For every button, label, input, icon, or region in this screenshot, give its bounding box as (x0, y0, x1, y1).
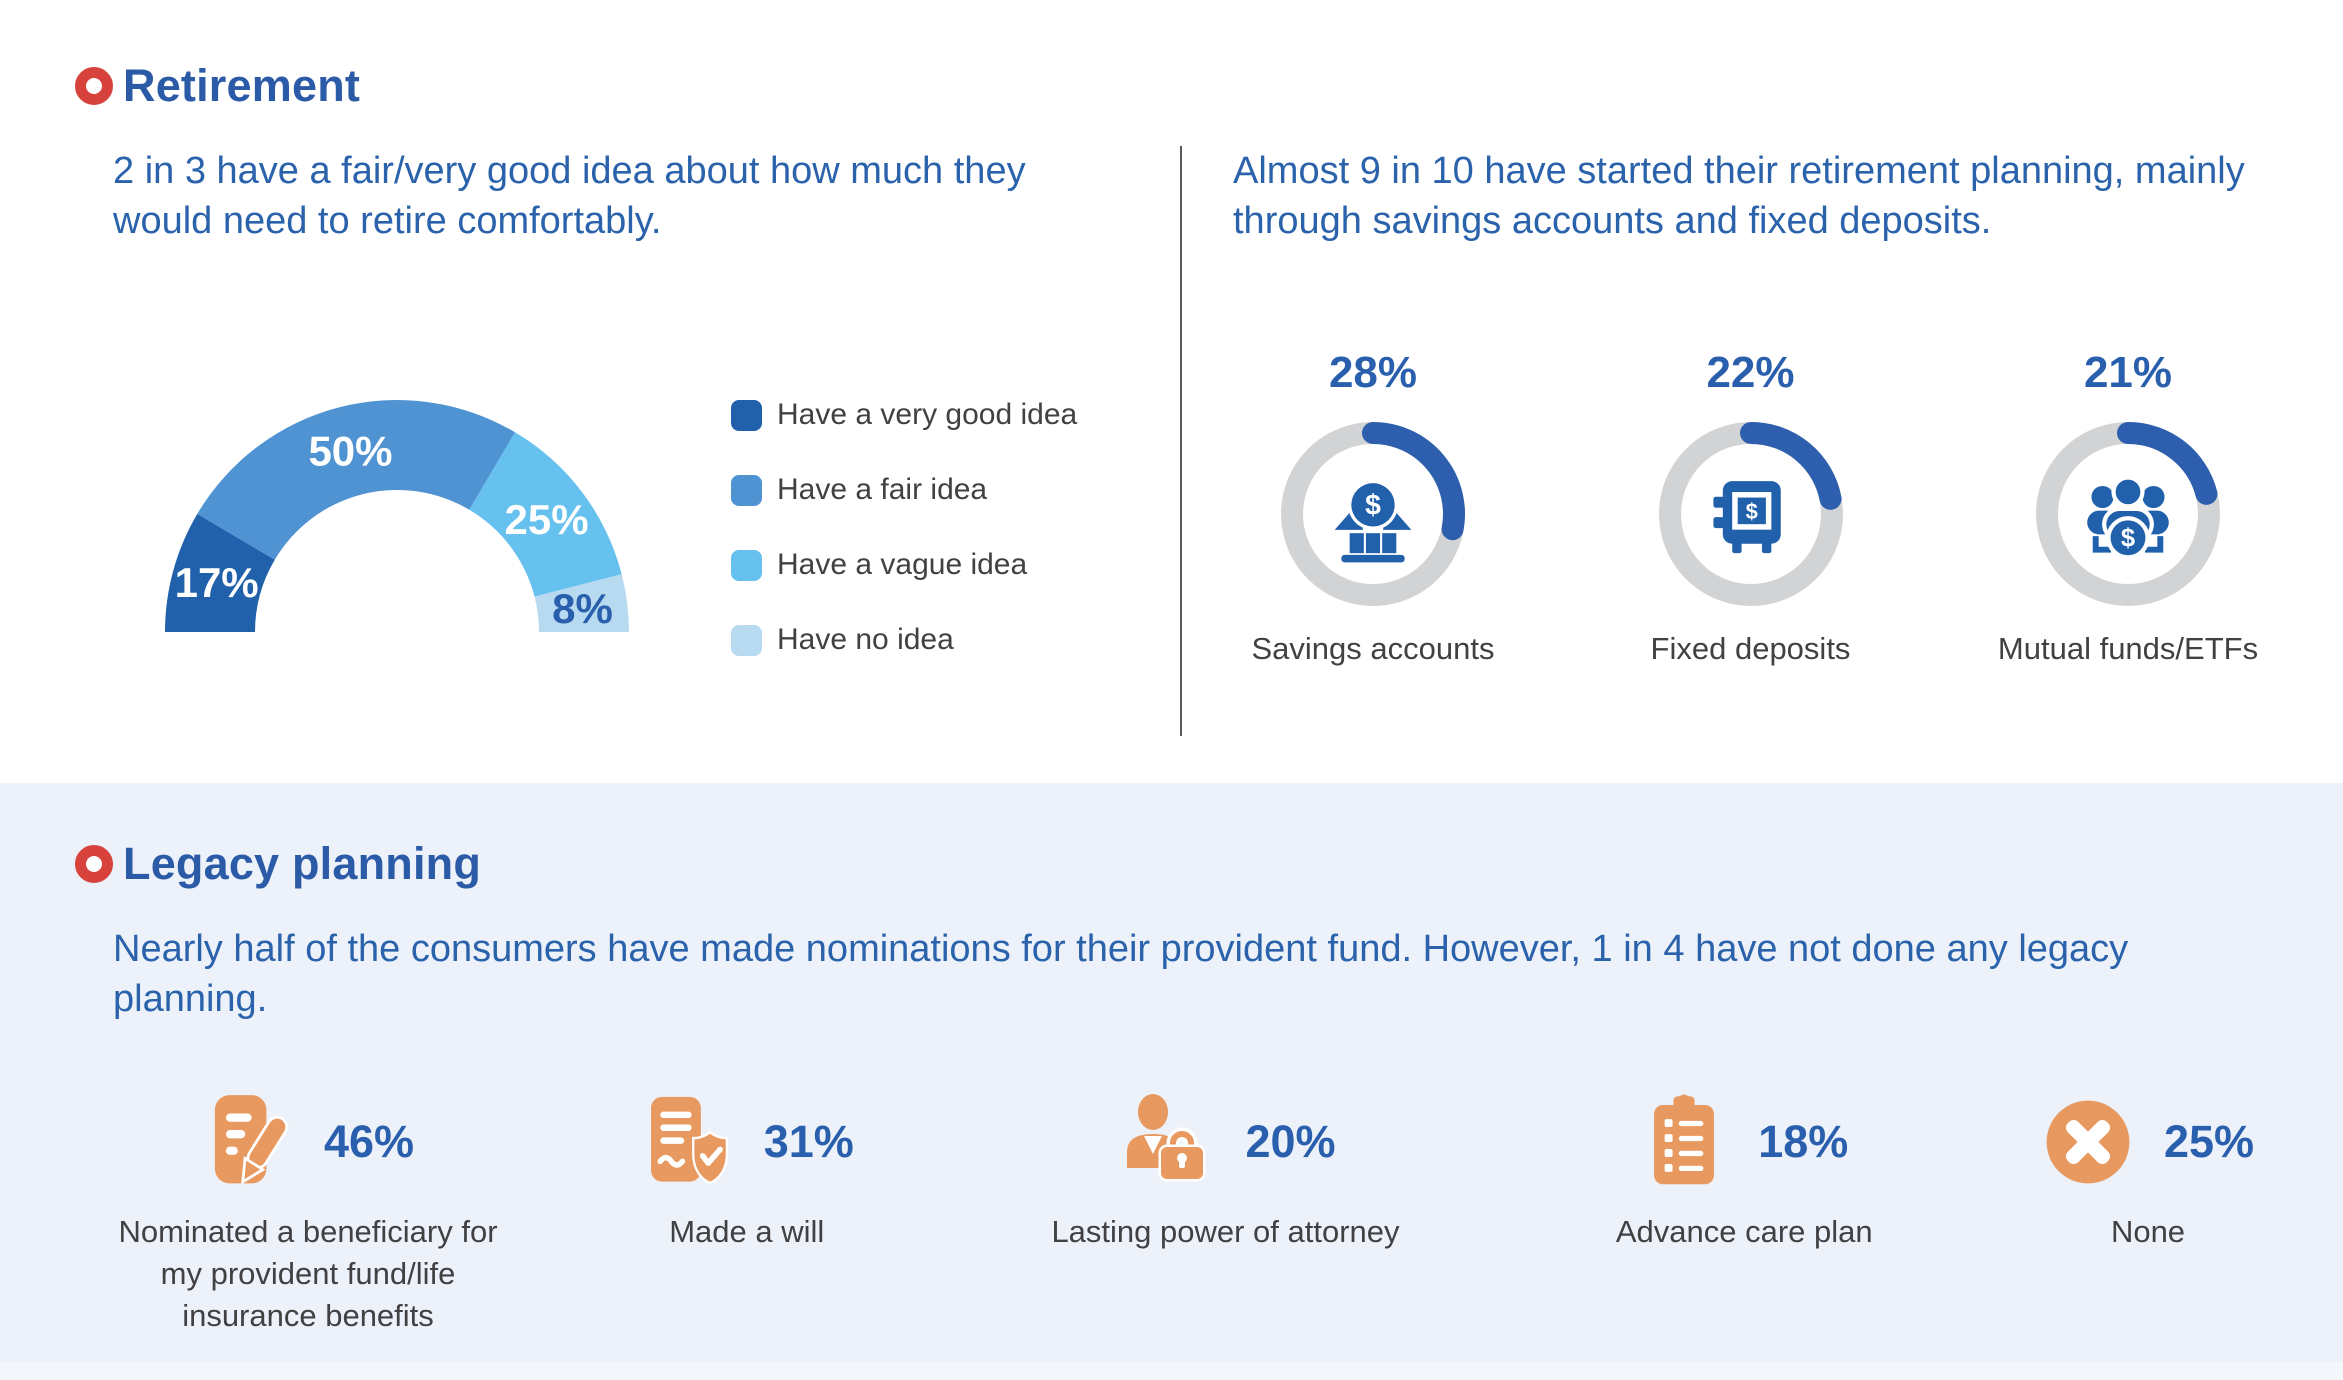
ring-label: Savings accounts (1251, 631, 1495, 666)
legend-item: Have a very good idea (731, 398, 1077, 432)
legacy-statement: Nearly half of the consumers have made n… (113, 928, 2129, 1020)
legacy-label: Made a will (669, 1214, 825, 1249)
document-pencil-icon (214, 1095, 289, 1185)
legend-label: Have a very good idea (777, 398, 1078, 431)
legend-swatch-fair (731, 474, 762, 506)
legacy-label: Advance care plan (1615, 1214, 1873, 1249)
x-circle-icon (2046, 1100, 2130, 1184)
legacy-label: Lasting power of attorney (1051, 1214, 1400, 1249)
retirement-left-column: 2 in 3 have a fair/very good idea about … (75, 146, 1180, 736)
legacy-item-power-of-attorney: 20% Lasting power of attorney (991, 1089, 1461, 1337)
legacy-heading-row: Legacy planning (75, 838, 2268, 890)
legacy-item-advance-care: 18% Advance care plan (1564, 1089, 1924, 1337)
legend-swatch-no-idea (731, 624, 762, 656)
svg-text:50%: 50% (308, 427, 392, 474)
gauge-legend: Have a very good idea Have a fair idea H… (731, 398, 1077, 657)
retirement-right-column: Almost 9 in 10 have started their retire… (1182, 146, 2268, 736)
ring-percent: 21% (2083, 348, 2173, 397)
ring-percent: 22% (1706, 348, 1795, 397)
legacy-percent: 18% (1758, 1116, 1849, 1167)
legend-item: Have a vague idea (731, 548, 1077, 582)
progress-ring: $ (1658, 422, 1843, 606)
advance-care-clipboard-icon (1654, 1094, 1715, 1185)
section-divider (1180, 146, 1182, 736)
svg-text:25%: 25% (505, 496, 589, 543)
legacy-percent: 31% (763, 1116, 854, 1167)
legacy-planning-section: Legacy planning Nearly half of the consu… (0, 783, 2343, 1380)
document-shield-icon (650, 1096, 728, 1185)
attorney-person-briefcase-icon (1127, 1094, 1206, 1182)
legacy-item-beneficiary: 46% Nominated a beneficiary for my provi… (113, 1089, 503, 1337)
retirement-left-statement: 2 in 3 have a fair/very good idea about … (113, 150, 1026, 242)
legend-item: Have no idea (731, 623, 1077, 657)
bank-icon: $ (1334, 479, 1412, 563)
legend-item: Have a fair idea (731, 473, 1077, 507)
ring-label: Fixed deposits (1650, 631, 1851, 666)
progress-ring: $ (2036, 422, 2220, 606)
retirement-section: Retirement 2 in 3 have a fair/very good … (75, 60, 2268, 736)
legacy-item-none: 25% None (2028, 1089, 2268, 1337)
legacy-item-top: 46% (202, 1089, 414, 1195)
legacy-item-will: 31% Made a will (607, 1089, 887, 1337)
retirement-heading-row: Retirement (75, 60, 2268, 112)
legacy-percent: 25% (2163, 1116, 2255, 1167)
progress-ring: $ (1281, 422, 1465, 606)
gauge-row: 17% 50% 25% 8% Have a very good idea Have a… (113, 396, 1180, 657)
dollar-glyph: $ (1745, 499, 1757, 524)
red-ring-bullet-icon (75, 845, 113, 883)
dollar-glyph: $ (2121, 525, 2135, 553)
ring-chart (1658, 422, 1843, 606)
legend-label: Have a fair idea (777, 473, 988, 506)
legacy-item-top: 25% (2042, 1089, 2254, 1195)
svg-text:8%: 8% (552, 585, 613, 632)
legacy-percent: 20% (1245, 1116, 1336, 1167)
retirement-columns: 2 in 3 have a fair/very good idea about … (75, 146, 2268, 736)
legend-label: Have no idea (777, 623, 954, 656)
dollar-glyph: $ (1365, 490, 1381, 522)
retirement-heading: Retirement (123, 60, 361, 111)
people-fund-icon: $ (2087, 475, 2169, 560)
legacy-item-top: 20% (1115, 1089, 1336, 1195)
legend-label: Have a vague idea (777, 548, 1028, 581)
legacy-percent: 46% (323, 1116, 415, 1167)
safe-icon: $ (1712, 481, 1781, 554)
ring-item-mutual-funds: 21% (1988, 346, 2268, 667)
ring-label: Mutual funds/ETFs (1997, 631, 2259, 666)
ring-chart (2036, 422, 2220, 606)
legacy-items-row: 46% Nominated a beneficiary for my provi… (113, 1089, 2268, 1337)
ring-percent: 28% (1328, 348, 1418, 397)
legend-swatch-vague (731, 549, 762, 581)
legacy-item-top: 18% (1640, 1089, 1848, 1195)
ring-item-savings-accounts: 28% (1233, 346, 1513, 667)
legend-swatch-very-good (731, 399, 762, 431)
legacy-item-top: 31% (640, 1089, 854, 1195)
progress-rings-row: 28% (1233, 346, 2268, 667)
footer-strip (0, 1362, 2343, 1380)
legacy-heading: Legacy planning (123, 838, 482, 889)
red-ring-bullet-icon (75, 67, 113, 105)
legacy-label: Nominated a beneficiary for my provident… (118, 1214, 498, 1333)
legacy-label: None (2110, 1214, 2186, 1249)
ring-item-fixed-deposits: 22% (1611, 346, 1891, 667)
retirement-right-statement: Almost 9 in 10 have started their retire… (1233, 150, 2245, 242)
svg-text:17%: 17% (175, 559, 259, 606)
half-donut-gauge-chart: 17% 50% 25% 8% (165, 400, 629, 632)
ring-chart (1281, 422, 1465, 606)
